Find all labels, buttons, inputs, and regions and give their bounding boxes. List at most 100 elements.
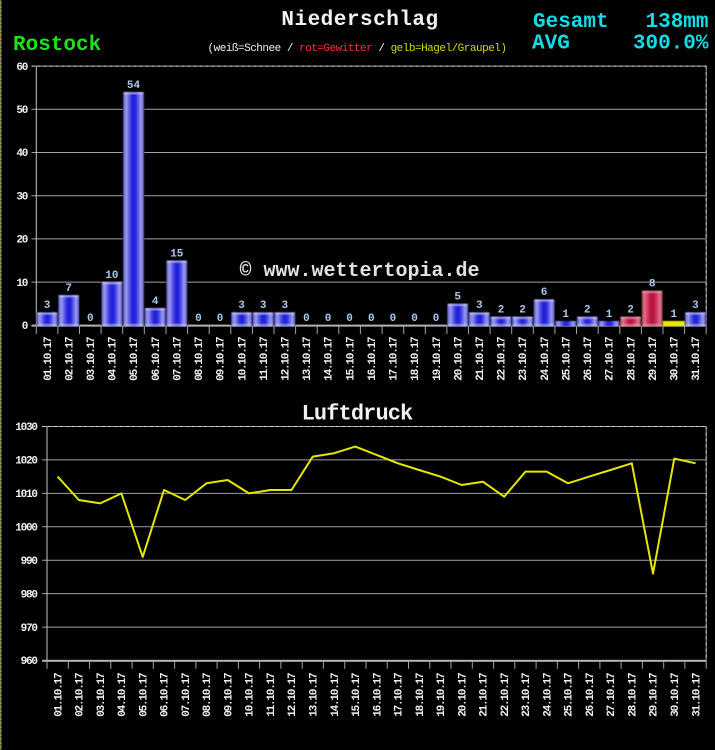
svg-text:970: 970 [21,623,38,635]
svg-text:06.10.17: 06.10.17 [160,673,172,717]
svg-text:2: 2 [519,305,526,317]
svg-text:29.10.17: 29.10.17 [649,673,661,717]
svg-text:1000: 1000 [15,523,37,535]
svg-text:Gesamt: Gesamt [533,11,609,34]
svg-text:300.0%: 300.0% [633,33,709,56]
svg-text:05.10.17: 05.10.17 [138,673,150,717]
svg-text:23.10.17: 23.10.17 [518,337,530,381]
svg-text:09.10.17: 09.10.17 [223,673,235,717]
svg-text:22.10.17: 22.10.17 [497,337,509,381]
svg-text:30.10.17: 30.10.17 [670,337,682,381]
svg-text:31.10.17: 31.10.17 [691,673,703,717]
svg-text:30: 30 [16,191,27,203]
svg-text:09.10.17: 09.10.17 [216,337,228,381]
svg-text:16.10.17: 16.10.17 [372,673,384,717]
svg-text:19.10.17: 19.10.17 [432,337,444,381]
svg-text:(weiß=Schnee / rot=Gewitter /: (weiß=Schnee / rot=Gewitter / gelb=Hagel… [208,43,507,55]
svg-text:0: 0 [217,313,224,325]
svg-text:28.10.17: 28.10.17 [628,673,640,717]
svg-text:40: 40 [16,148,27,160]
svg-text:10: 10 [16,278,27,290]
svg-text:7: 7 [65,283,72,295]
svg-text:04.10.17: 04.10.17 [117,673,129,717]
svg-text:1020: 1020 [15,456,37,468]
svg-text:29.10.17: 29.10.17 [648,337,660,381]
svg-text:24.10.17: 24.10.17 [542,673,554,717]
svg-text:3: 3 [281,300,288,312]
svg-text:06.10.17: 06.10.17 [151,337,163,381]
svg-text:20.10.17: 20.10.17 [457,673,469,717]
svg-text:11.10.17: 11.10.17 [266,673,278,717]
svg-text:Niederschlag: Niederschlag [281,9,438,32]
svg-text:0: 0 [303,313,310,325]
svg-text:01.10.17: 01.10.17 [53,673,65,717]
svg-text:3: 3 [260,300,267,312]
svg-text:3: 3 [476,300,483,312]
svg-text:30.10.17: 30.10.17 [670,673,682,717]
svg-text:27.10.17: 27.10.17 [606,673,618,717]
svg-text:10: 10 [105,270,118,282]
svg-text:13.10.17: 13.10.17 [309,673,321,717]
svg-text:3: 3 [238,300,245,312]
svg-text:27.10.17: 27.10.17 [605,337,617,381]
svg-text:18.10.17: 18.10.17 [410,337,422,381]
svg-text:1010: 1010 [15,489,37,501]
svg-text:05.10.17: 05.10.17 [129,337,141,381]
svg-text:5: 5 [454,292,461,304]
svg-text:15.10.17: 15.10.17 [351,673,363,717]
svg-text:3: 3 [692,300,699,312]
svg-text:1: 1 [606,309,613,321]
svg-text:13.10.17: 13.10.17 [302,337,314,381]
svg-text:20.10.17: 20.10.17 [453,337,465,381]
svg-text:08.10.17: 08.10.17 [194,337,206,381]
svg-text:07.10.17: 07.10.17 [181,673,193,717]
svg-text:0: 0 [433,313,440,325]
svg-text:138mm: 138mm [645,11,708,34]
svg-text:26.10.17: 26.10.17 [583,337,595,381]
svg-text:02.10.17: 02.10.17 [75,673,87,717]
svg-text:21.10.17: 21.10.17 [479,673,491,717]
svg-text:11.10.17: 11.10.17 [259,337,271,381]
svg-text:980: 980 [21,589,38,601]
svg-text:60: 60 [16,62,27,74]
svg-text:23.10.17: 23.10.17 [521,673,533,717]
svg-text:2: 2 [627,305,634,317]
svg-text:2: 2 [584,305,591,317]
svg-text:07.10.17: 07.10.17 [173,337,185,381]
svg-text:28.10.17: 28.10.17 [626,337,638,381]
svg-text:0: 0 [368,313,375,325]
svg-text:20: 20 [16,235,27,247]
svg-text:08.10.17: 08.10.17 [202,673,214,717]
svg-text:0: 0 [325,313,332,325]
svg-text:6: 6 [541,287,548,299]
svg-text:1: 1 [562,309,569,321]
svg-text:Rostock: Rostock [13,34,101,57]
svg-text:0: 0 [346,313,353,325]
svg-text:04.10.17: 04.10.17 [108,337,120,381]
svg-text:0: 0 [87,313,94,325]
svg-text:14.10.17: 14.10.17 [330,673,342,717]
svg-text:2: 2 [498,305,505,317]
svg-text:8: 8 [649,279,656,291]
svg-text:17.10.17: 17.10.17 [394,673,406,717]
svg-text:19.10.17: 19.10.17 [436,673,448,717]
svg-text:01.10.17: 01.10.17 [43,337,55,381]
svg-text:12.10.17: 12.10.17 [287,673,299,717]
svg-text:22.10.17: 22.10.17 [500,673,512,717]
svg-text:14.10.17: 14.10.17 [324,337,336,381]
svg-text:50: 50 [16,105,27,117]
svg-text:10.10.17: 10.10.17 [245,673,257,717]
svg-text:21.10.17: 21.10.17 [475,337,487,381]
svg-text:0: 0 [195,313,202,325]
svg-text:10.10.17: 10.10.17 [237,337,249,381]
svg-text:16.10.17: 16.10.17 [367,337,379,381]
svg-text:0: 0 [390,313,397,325]
svg-text:12.10.17: 12.10.17 [281,337,293,381]
svg-text:960: 960 [21,656,38,668]
svg-text:3: 3 [44,300,51,312]
svg-text:18.10.17: 18.10.17 [415,673,427,717]
svg-text:02.10.17: 02.10.17 [64,337,76,381]
svg-text:1030: 1030 [15,422,37,434]
svg-text:0: 0 [411,313,418,325]
svg-text:03.10.17: 03.10.17 [96,673,108,717]
